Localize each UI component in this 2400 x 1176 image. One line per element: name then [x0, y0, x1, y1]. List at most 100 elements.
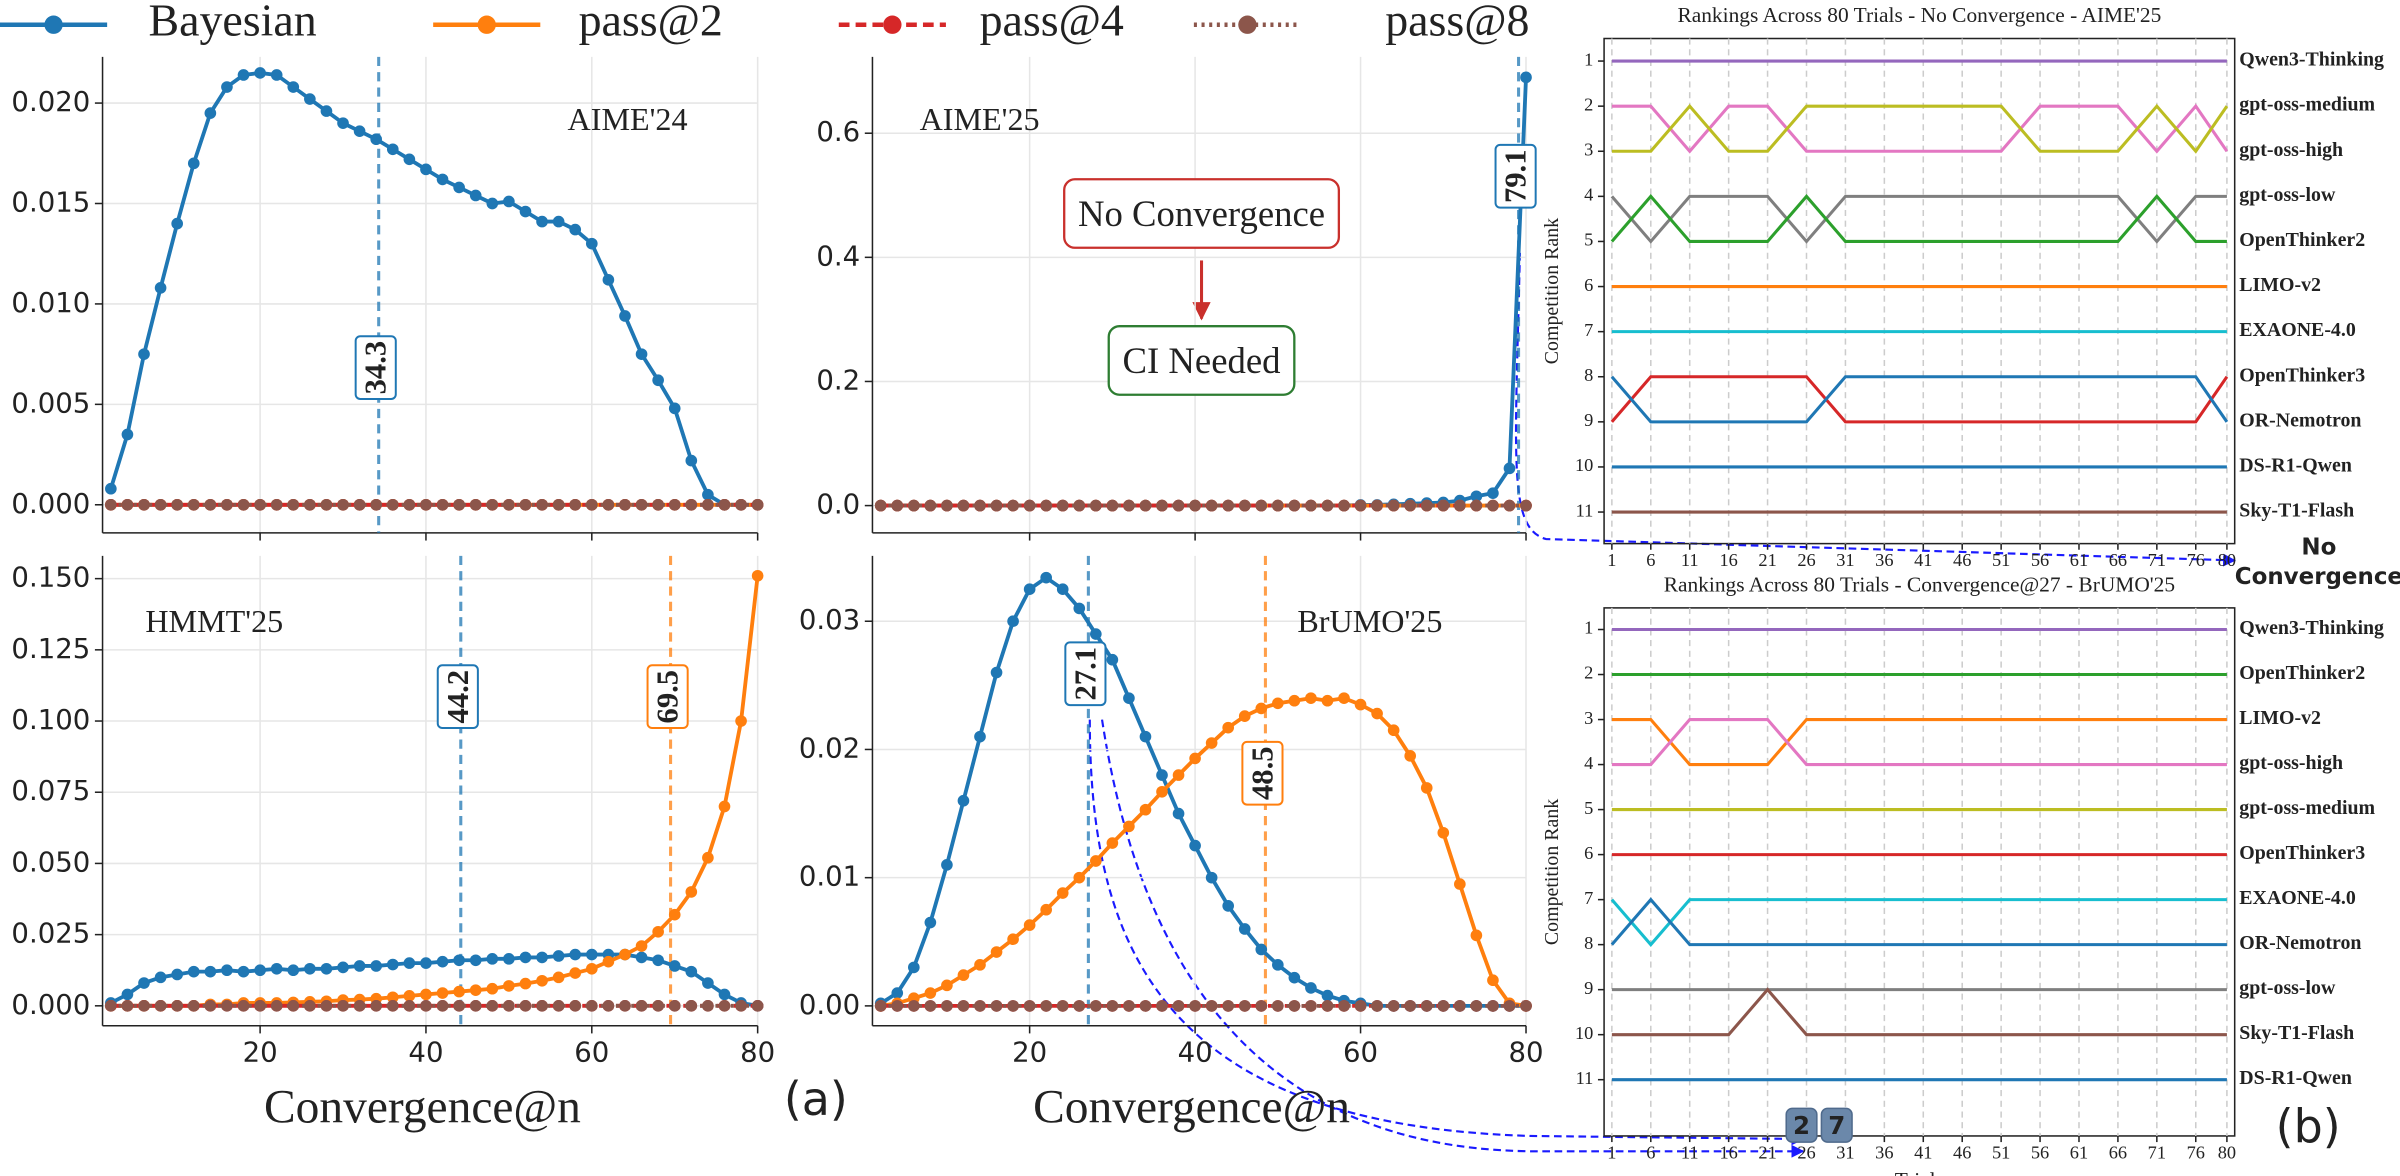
y-tick-label: 10 [1575, 1023, 1593, 1043]
panel-title: BrUMO'25 [1297, 603, 1442, 639]
model-label: gpt-oss-high [2239, 139, 2343, 161]
data-point [187, 1000, 200, 1012]
y-tick-label: 8 [1584, 365, 1593, 385]
data-point [486, 982, 499, 995]
data-point [287, 1000, 300, 1012]
data-point [1123, 499, 1135, 512]
data-point [304, 93, 316, 105]
data-point [668, 960, 681, 972]
data-point [702, 851, 714, 864]
data-point [187, 157, 200, 170]
data-point [1470, 490, 1483, 503]
data-point [635, 498, 648, 511]
data-point [1454, 878, 1466, 890]
data-point [569, 498, 582, 511]
plot-frame [1603, 37, 2236, 545]
data-point [254, 1000, 266, 1012]
data-point [187, 498, 200, 511]
data-point [1222, 499, 1235, 512]
data-point [974, 1000, 986, 1012]
data-point [1090, 499, 1102, 512]
chart-title: Rankings Across 80 Trials - Convergence@… [1664, 572, 2175, 596]
data-point [1123, 692, 1135, 704]
model-label: Qwen3-Thinking [2239, 617, 2384, 639]
data-point [735, 1000, 747, 1012]
data-point [453, 1000, 465, 1012]
data-point [370, 960, 383, 972]
y-tick-label: 0.00 [799, 989, 860, 1021]
data-point [751, 498, 764, 511]
x-tick-label: 80 [2218, 1143, 2236, 1163]
data-point [1123, 820, 1135, 833]
model-label: DS-R1-Qwen [2239, 455, 2352, 477]
data-point [171, 1000, 183, 1012]
data-point [685, 965, 698, 978]
data-point [1420, 1000, 1433, 1012]
data-point [254, 498, 266, 511]
data-point [907, 1000, 920, 1012]
data-point [957, 794, 970, 807]
x-tick-label: 21 [1758, 550, 1776, 570]
model-label: gpt-oss-medium [2239, 94, 2375, 116]
x-tick-label: 71 [2148, 550, 2166, 570]
data-point [370, 498, 383, 511]
data-point [1503, 499, 1516, 512]
data-point [1487, 487, 1499, 499]
x-tick-label: 76 [2187, 1143, 2205, 1163]
data-point [536, 215, 548, 228]
legend-marker [477, 15, 496, 34]
y-tick-label: 4 [1584, 185, 1593, 205]
x-tick-label: 71 [2148, 1143, 2166, 1163]
data-point [924, 987, 937, 999]
y-tick-label: 4 [1584, 753, 1593, 773]
label-box [354, 335, 397, 400]
data-point [957, 499, 970, 512]
data-point [204, 498, 217, 511]
data-point [924, 1000, 937, 1012]
annotation: No Convergence [1078, 193, 1325, 234]
data-point [619, 948, 631, 961]
x-tick-label: 56 [2031, 550, 2049, 570]
rank-line [1611, 103, 2229, 154]
x-tick-label: 41 [1914, 550, 1932, 570]
data-point [685, 498, 698, 511]
data-point [1139, 803, 1152, 816]
note: No [2301, 535, 2336, 561]
data-point [287, 964, 300, 977]
data-point [668, 402, 681, 415]
rank-line [1611, 103, 2229, 154]
data-point [619, 1000, 631, 1012]
model-label: OR-Nemotron [2239, 932, 2361, 954]
data-point [453, 498, 465, 511]
data-point [403, 498, 416, 511]
data-point [503, 953, 515, 965]
data-point [718, 498, 731, 511]
data-point [503, 195, 515, 208]
model-label: Sky-T1-Flash [2239, 1022, 2354, 1044]
data-point [1404, 499, 1417, 512]
data-point [1238, 499, 1251, 512]
y-tick-label: 3 [1584, 139, 1593, 159]
model-label: OpenThinker2 [2239, 662, 2365, 684]
data-point [204, 1000, 217, 1012]
data-point [386, 991, 399, 1004]
data-point [685, 886, 698, 898]
data-point [974, 730, 986, 743]
label-box [1494, 143, 1537, 209]
data-point [337, 1000, 349, 1012]
data-point [1288, 971, 1301, 984]
panel-title: AIME'25 [920, 101, 1040, 137]
data-point [1156, 1000, 1168, 1012]
data-point [602, 498, 615, 511]
chart-title: Rankings Across 80 Trials - No Convergen… [1677, 3, 2161, 27]
y-tick-label: 0.02 [799, 732, 860, 764]
rank-line [1610, 375, 2229, 424]
x-tick-label: 20 [243, 1036, 278, 1068]
data-point [1470, 499, 1483, 512]
series-line [109, 71, 758, 507]
reference-label: 69.5 [651, 670, 685, 724]
data-point [751, 569, 764, 582]
x-tick-label: 6 [1646, 1143, 1655, 1163]
data-point [957, 969, 970, 981]
data-point [1056, 499, 1069, 512]
